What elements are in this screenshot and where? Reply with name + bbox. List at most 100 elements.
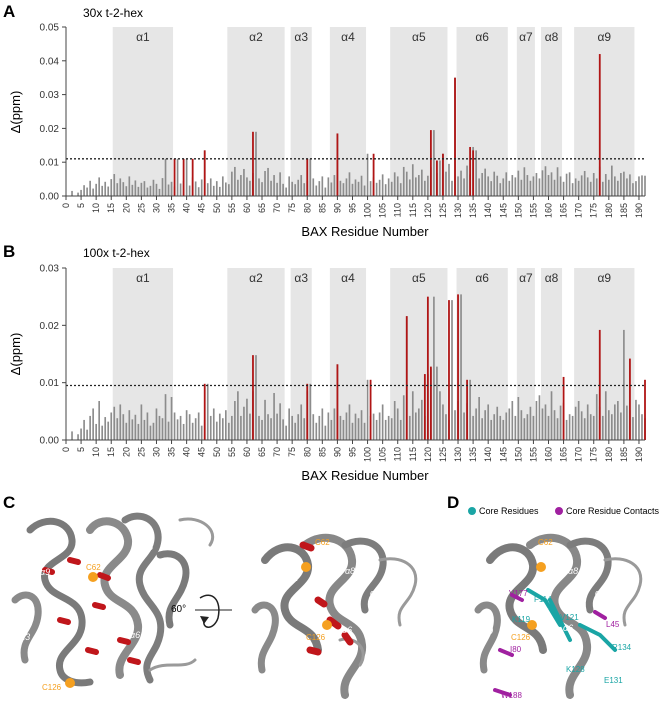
chartA-xtick-label-32: 160	[544, 203, 554, 218]
chartA-bar-137	[478, 178, 480, 196]
chartA-bar-103	[375, 182, 378, 196]
chartA-bar-54	[228, 184, 230, 196]
chartB-bar-111	[399, 419, 402, 440]
d-helix-label-1: α2	[512, 573, 522, 583]
chartA-bar-96	[354, 179, 357, 196]
chartA-bar-22	[131, 184, 134, 196]
c-right-helix-label-6: α6	[342, 625, 352, 635]
d-helix-label-2: α8	[568, 566, 578, 576]
chartA-bar-124	[439, 160, 441, 196]
chartA-bar-7	[86, 187, 88, 196]
chartA-xtick-label-11: 55	[227, 203, 237, 213]
chartB-bar-74	[288, 408, 290, 440]
chartA-bar-114	[408, 179, 411, 196]
chartA-bar-12	[101, 185, 104, 196]
chartB-xtick-label-3: 15	[106, 447, 116, 457]
chartA-bar-141	[490, 181, 493, 196]
chartA-bar-85	[321, 176, 324, 196]
chartA-bar-59	[243, 168, 245, 196]
chartA-bar-170	[577, 180, 580, 196]
legend-core-contacts-label: Core Residue Contacts	[566, 506, 660, 516]
chartA-bar-32	[161, 178, 164, 196]
chartA-bar-11	[98, 177, 101, 196]
core-residue-label-2: K119	[512, 615, 531, 624]
chartB-bar-23	[134, 414, 137, 440]
chartA-bar-33	[164, 158, 167, 196]
chartA-bar-105	[381, 174, 384, 196]
chartB-bar-180	[607, 410, 610, 440]
chartB-bar-70	[276, 413, 278, 440]
core-contact-label-3: I80	[510, 645, 522, 654]
chartB-xtick-label-4: 20	[121, 447, 131, 457]
chartA-bar-81	[309, 158, 312, 196]
c-left-helix-label-1: α7	[107, 538, 118, 548]
chartA-bar-185	[623, 171, 625, 196]
chartA-bar-113	[405, 171, 408, 196]
chartA-bar-68	[270, 180, 272, 196]
chartB-helix-label-5: α5	[412, 271, 426, 285]
chartA-helix-label-1: α1	[136, 30, 150, 44]
core-contact-label-1: V177	[509, 589, 528, 598]
c-left-helix-label-5: α5	[88, 619, 99, 629]
chartB-bar-82	[312, 414, 315, 440]
chartB-xtick-label-14: 70	[272, 447, 282, 457]
chartB-highlight-bar-187	[629, 358, 631, 440]
chartA-bar-50	[215, 181, 218, 196]
c-right-residue-label-1: C62	[315, 538, 330, 547]
chartB-highlight-bar-127	[448, 300, 450, 440]
chartA-highlight-bar-123	[436, 160, 438, 196]
chartB-bar-58	[240, 415, 242, 440]
c-left-residue-label-1: C62	[86, 563, 101, 572]
chartA-bar-153	[526, 175, 529, 196]
chartB-xtick-label-36: 180	[604, 447, 614, 462]
c-left-helix-label-4: α2	[75, 591, 85, 601]
chartA-bar-23	[134, 180, 137, 196]
chartA-bar-172	[583, 170, 586, 196]
chartB-bar-188	[632, 417, 634, 440]
chartB-xtick-label-15: 75	[287, 447, 297, 457]
chartB-ytick-label-1: 0.01	[40, 378, 60, 389]
chartB-bar-117	[417, 408, 420, 440]
chartB-bar-164	[559, 405, 562, 440]
chartB-bar-134	[469, 379, 471, 440]
chartB-bar-158	[541, 408, 544, 440]
chartA-bar-155	[532, 176, 535, 196]
chartA-xtick-label-33: 165	[559, 203, 569, 218]
chartB-bar-115	[411, 391, 414, 440]
chartB-bar-32	[161, 418, 164, 440]
chartA-bar-104	[378, 179, 381, 196]
chartB-bar-155	[532, 415, 535, 440]
chartB-bar-174	[589, 414, 592, 440]
chartA-bar-51	[218, 186, 221, 196]
chartA-bar-99	[363, 185, 366, 196]
core-residue-label-3: V121	[560, 613, 579, 622]
chartB-bar-76	[294, 422, 297, 440]
c-right-helix-label-4: α5	[312, 607, 323, 617]
chartB-bar-179	[604, 391, 607, 440]
chartB-xtick-label-17: 85	[317, 447, 327, 457]
chartA-xtick-label-36: 180	[604, 203, 614, 218]
chartA-bar-106	[384, 184, 387, 196]
chartB-xtick-label-34: 170	[574, 447, 584, 462]
chartA-bar-34	[167, 184, 170, 196]
chartB-xtick-label-10: 50	[212, 447, 222, 457]
chartA-xtick-label-26: 130	[453, 203, 463, 218]
chartB-bar-68	[270, 418, 272, 440]
chartA-bar-128	[451, 180, 453, 196]
chartB-xtick-label-22: 110	[393, 447, 403, 461]
chartB-xtick-label-21: 105	[378, 447, 388, 462]
chartA-xtick-label-5: 25	[136, 203, 146, 213]
chartB-bar-57	[237, 391, 239, 440]
panel-letter-b: B	[3, 242, 15, 261]
structure-c-right: α2 α8 α1 α5 α3 α6 α4 C62 C126	[251, 533, 418, 699]
chartB-bar-184	[620, 412, 622, 440]
chartA-highlight-bar-102	[372, 153, 375, 196]
chartA-bar-178	[601, 181, 604, 196]
chartB-xtick-label-18: 90	[332, 447, 342, 457]
chartA-bar-184	[620, 173, 622, 196]
chart-b-ylabel: Δ(ppm)	[8, 333, 23, 376]
chartA-bar-43	[194, 181, 197, 196]
chartB-bar-16	[113, 406, 116, 440]
chartA-bar-28	[149, 185, 152, 196]
d-c126-sphere	[527, 620, 537, 630]
